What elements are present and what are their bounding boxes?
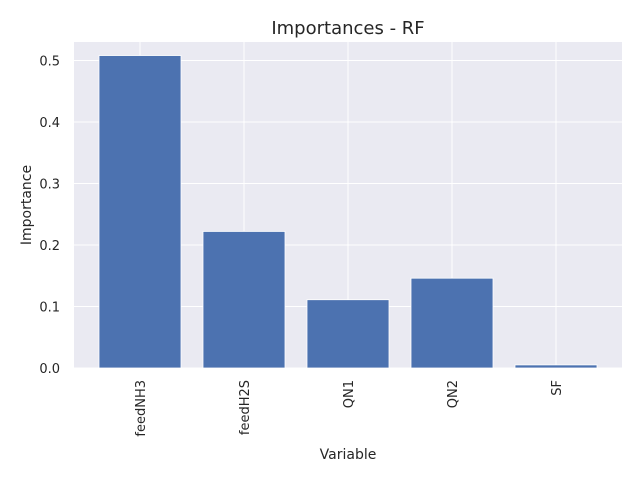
y-tick-label: 0.3 — [39, 177, 60, 192]
x-tick-label: SF — [550, 380, 565, 396]
x-tick-labels: feedNH3 feedH2S QN1 QN2 SF — [134, 380, 565, 437]
bars — [98, 55, 598, 369]
y-axis-label: Importance — [19, 165, 35, 245]
x-tick-label: feedNH3 — [134, 380, 149, 437]
y-tick-labels: 0.0 0.1 0.2 0.3 0.4 0.5 — [39, 54, 60, 377]
y-tick-label: 0.5 — [39, 54, 60, 69]
bar-QN1 — [306, 299, 390, 369]
y-tick-label: 0.2 — [39, 239, 60, 254]
y-tick-label: 0.1 — [39, 300, 60, 315]
chart-title: Importances - RF — [271, 18, 424, 39]
x-tick-label: feedH2S — [238, 380, 253, 435]
bar-feedH2S — [202, 231, 286, 369]
y-tick-label: 0.4 — [39, 116, 60, 131]
bar-QN2 — [410, 277, 494, 369]
bar-feedNH3 — [98, 55, 182, 369]
y-tick-label: 0.0 — [39, 362, 60, 377]
x-axis-label: Variable — [320, 447, 377, 463]
x-tick-label: QN2 — [446, 380, 461, 408]
bar-SF — [514, 364, 598, 369]
x-tick-label: QN1 — [342, 380, 357, 408]
